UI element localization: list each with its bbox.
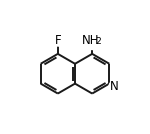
Text: NH: NH	[82, 34, 99, 47]
Text: F: F	[54, 34, 61, 47]
Text: N: N	[110, 80, 119, 93]
Text: 2: 2	[95, 37, 101, 46]
